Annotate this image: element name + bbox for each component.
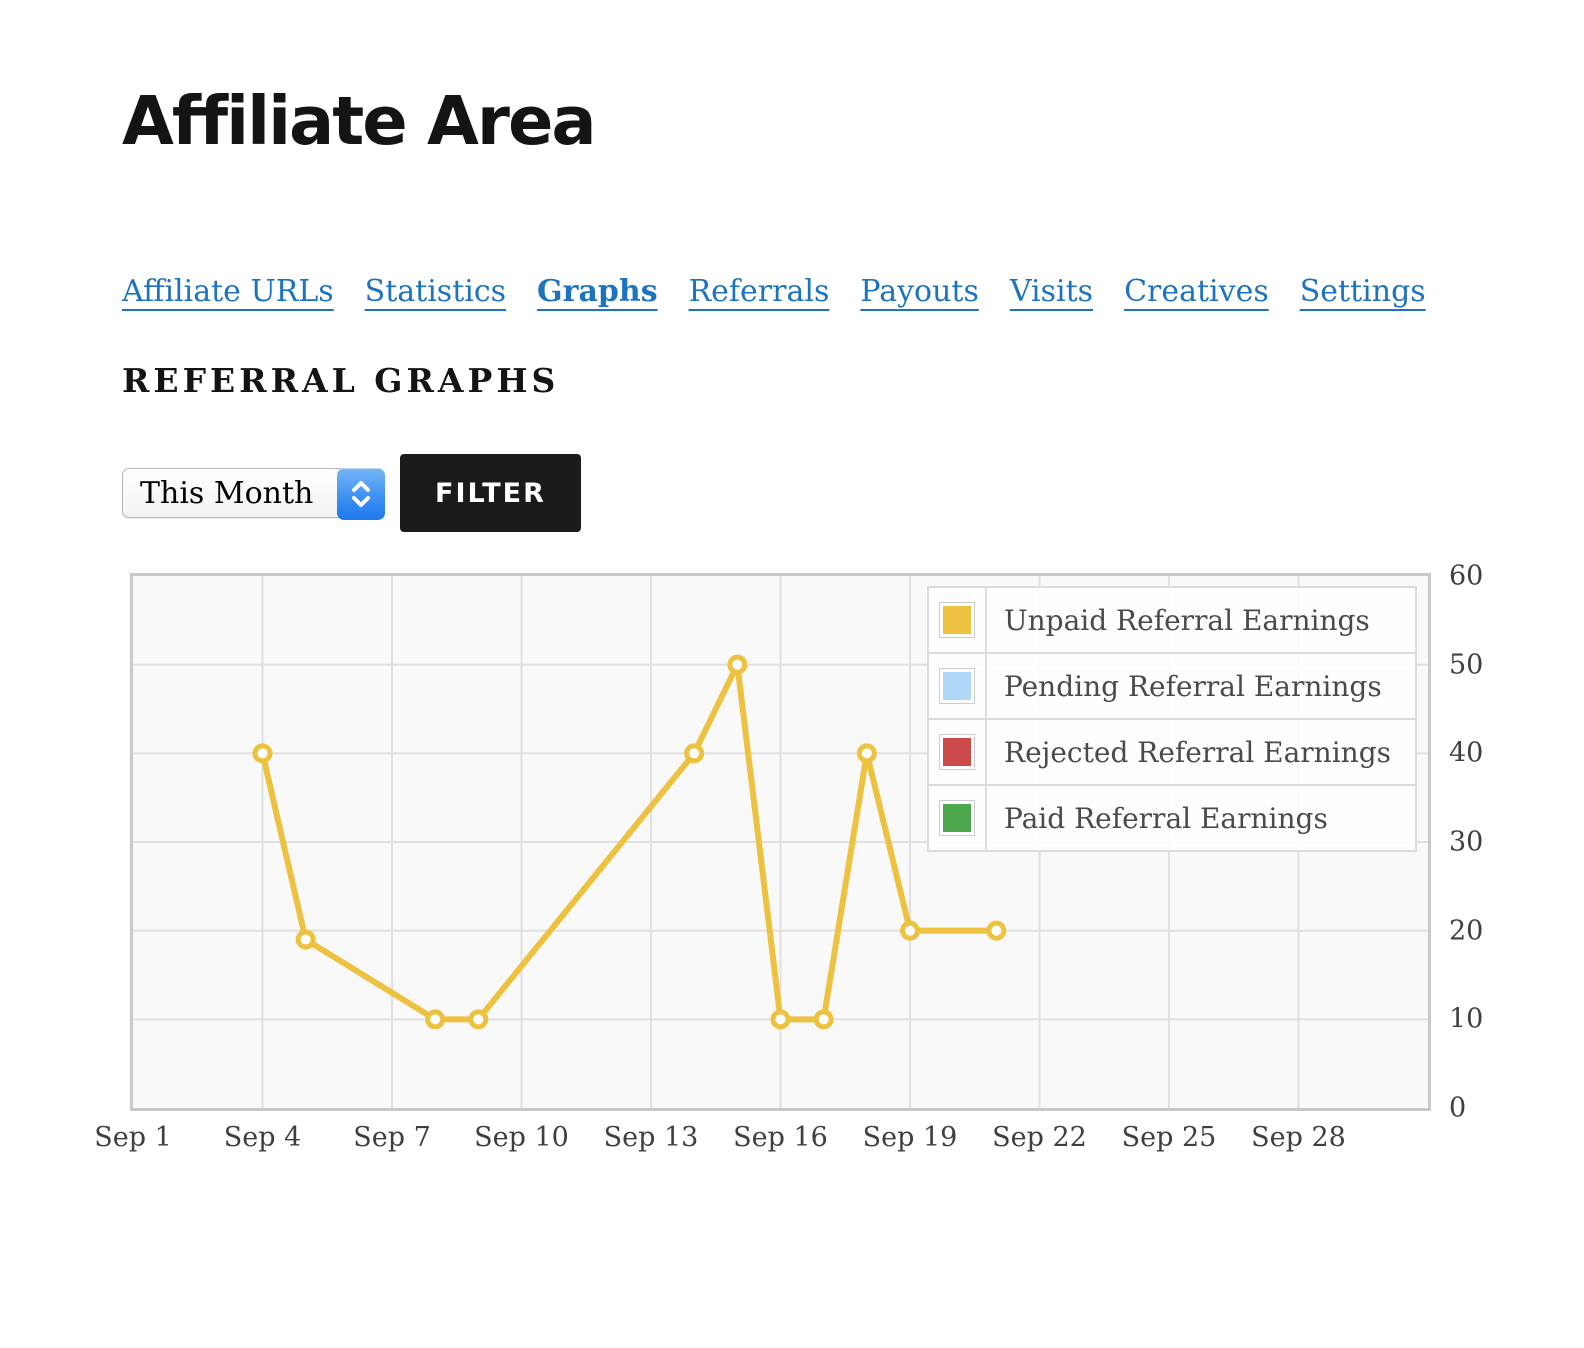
x-axis: Sep 1 Sep 4 Sep 7 Sep 10 Sep 13 Sep 16 Sep 19 S…: [94, 1122, 1431, 1162]
x-axis-label: Sep 10: [474, 1122, 569, 1153]
filter-row: This Month FILTER: [122, 454, 1584, 532]
nav-referrals[interactable]: Referrals: [688, 274, 830, 309]
x-axis-label: Sep 28: [1251, 1122, 1346, 1153]
data-point: [295, 929, 316, 950]
legend-swatch-paid: [939, 800, 976, 836]
data-point: [813, 1009, 834, 1030]
nav-creatives[interactable]: Creatives: [1124, 274, 1269, 309]
filter-button[interactable]: FILTER: [400, 454, 581, 532]
page-title: Affiliate Area: [122, 82, 597, 160]
data-point: [727, 654, 748, 675]
data-point: [684, 743, 705, 764]
x-axis-label: Sep 16: [733, 1122, 828, 1153]
y-axis-label: 20: [1449, 915, 1484, 947]
legend-item-rejected: Rejected Referral Earnings: [927, 718, 1417, 786]
data-point: [252, 743, 273, 764]
x-axis-label: Sep 13: [603, 1122, 699, 1153]
y-axis: 0 10 20 30 40 50 60: [1449, 561, 1529, 1124]
legend-label-pending: Pending Referral Earnings: [985, 652, 1417, 720]
nav-graphs[interactable]: Graphs: [537, 274, 658, 309]
x-axis-label: Sep 19: [862, 1122, 958, 1153]
select-stepper-arrows-icon: [337, 468, 385, 520]
data-point: [468, 1009, 489, 1030]
y-axis-label: 40: [1449, 737, 1484, 769]
y-axis-label: 60: [1449, 560, 1484, 592]
chart-plot-area: Unpaid Referral Earnings Pending Referra…: [130, 573, 1431, 1111]
y-axis-label: 50: [1449, 649, 1484, 681]
x-axis-label: Sep 7: [353, 1122, 431, 1153]
legend-label-unpaid: Unpaid Referral Earnings: [985, 586, 1417, 654]
legend-label-rejected: Rejected Referral Earnings: [985, 718, 1417, 786]
y-axis-label: 10: [1449, 1003, 1484, 1035]
x-axis-label: Sep 25: [1121, 1122, 1217, 1153]
legend-swatch-rejected: [939, 734, 976, 770]
nav-visits[interactable]: Visits: [1009, 274, 1094, 309]
y-axis-label: 30: [1449, 826, 1484, 858]
x-axis-label: Sep 22: [992, 1122, 1087, 1153]
legend-item-unpaid: Unpaid Referral Earnings: [927, 586, 1417, 654]
data-point: [986, 920, 1007, 941]
data-point: [425, 1009, 446, 1030]
nav-affiliate-urls[interactable]: Affiliate URLs: [122, 274, 334, 309]
legend-label-paid: Paid Referral Earnings: [985, 784, 1417, 852]
referral-graph: Unpaid Referral Earnings Pending Referra…: [94, 561, 1584, 1173]
chart-legend: Unpaid Referral Earnings Pending Referra…: [927, 586, 1417, 852]
legend-swatch-unpaid: [939, 602, 976, 638]
affiliate-nav: Affiliate URLs Statistics Graphs Referra…: [122, 272, 1584, 312]
chevron-up-down-icon: [352, 481, 370, 507]
x-axis-label: Sep 4: [223, 1122, 302, 1153]
data-point: [856, 743, 877, 764]
legend-item-pending: Pending Referral Earnings: [927, 652, 1417, 720]
date-range-select-value: This Month: [140, 475, 314, 511]
y-axis-label: 0: [1449, 1092, 1467, 1124]
nav-payouts[interactable]: Payouts: [860, 274, 979, 309]
legend-item-paid: Paid Referral Earnings: [927, 784, 1417, 852]
affiliate-area-page: Affiliate Area Affiliate URLs Statistics…: [0, 88, 1584, 1173]
section-heading: REFERRAL GRAPHS: [122, 361, 560, 400]
date-range-select[interactable]: This Month: [122, 468, 385, 520]
data-point: [770, 1009, 791, 1030]
nav-statistics[interactable]: Statistics: [364, 274, 507, 309]
data-point: [900, 920, 920, 941]
x-axis-label: Sep 1: [94, 1122, 172, 1153]
legend-swatch-pending: [939, 668, 976, 704]
nav-settings[interactable]: Settings: [1299, 274, 1426, 309]
